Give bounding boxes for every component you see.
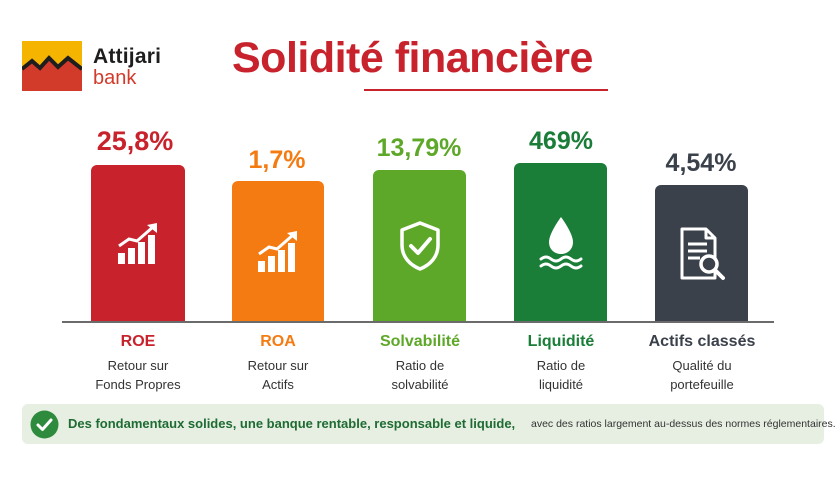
growth-chart-icon bbox=[258, 230, 297, 272]
indicator-value: 469% bbox=[529, 127, 593, 155]
indicator-desc-line2: solvabilité bbox=[391, 377, 449, 392]
check-circle-icon bbox=[30, 410, 59, 439]
growth-chart-icon bbox=[118, 222, 157, 264]
logo-sub: bank bbox=[93, 67, 137, 89]
banner-highlight-text: Des fondamentaux solides, une banque ren… bbox=[68, 416, 516, 431]
logo-name: Attijari bbox=[93, 45, 162, 68]
indicator-value: 4,54% bbox=[665, 149, 737, 177]
attijari-logo: Attijari bank bbox=[22, 41, 182, 91]
summary-banner: Des fondamentaux solides, une banque ren… bbox=[22, 404, 836, 444]
indicator-value: 13,79% bbox=[376, 134, 462, 162]
indicator-desc-line1: Qualité du bbox=[672, 358, 732, 373]
indicator-desc-line2: Fonds Propres bbox=[95, 377, 181, 392]
indicator-bar bbox=[232, 181, 324, 322]
attijari-logo-mark-icon bbox=[22, 41, 82, 91]
indicator-bar bbox=[514, 163, 607, 322]
shield-check-icon bbox=[399, 221, 440, 271]
indicator-desc-line1: Retour sur bbox=[247, 358, 309, 373]
page-title: Solidité financière bbox=[232, 34, 593, 82]
document-search-icon bbox=[680, 227, 725, 280]
indicator-name: Actifs classés bbox=[648, 333, 756, 350]
indicator-desc-line1: Ratio de bbox=[536, 358, 586, 373]
indicator-name: Liquidité bbox=[527, 333, 595, 350]
indicator-name: Solvabilité bbox=[379, 333, 461, 350]
indicator-name: ROE bbox=[120, 333, 156, 350]
indicator-name: ROA bbox=[260, 333, 296, 350]
indicator-value: 25,8% bbox=[96, 126, 174, 156]
indicator-desc-line2: Actifs bbox=[262, 377, 294, 392]
indicator-desc-line1: Retour sur bbox=[107, 358, 169, 373]
banner-text: avec des ratios largement au-dessus des … bbox=[531, 418, 836, 430]
indicator-desc-line2: portefeuille bbox=[670, 377, 734, 392]
indicator-bar bbox=[655, 185, 748, 322]
baseline-divider bbox=[62, 321, 774, 323]
indicator-value: 1,7% bbox=[248, 146, 306, 174]
indicator-bar bbox=[373, 170, 466, 322]
indicator-bar bbox=[91, 165, 185, 322]
indicator-desc-line2: liquidité bbox=[538, 377, 584, 392]
title-underline bbox=[364, 89, 608, 91]
indicator-desc-line1: Ratio de bbox=[395, 358, 445, 373]
water-drop-icon bbox=[539, 216, 582, 269]
